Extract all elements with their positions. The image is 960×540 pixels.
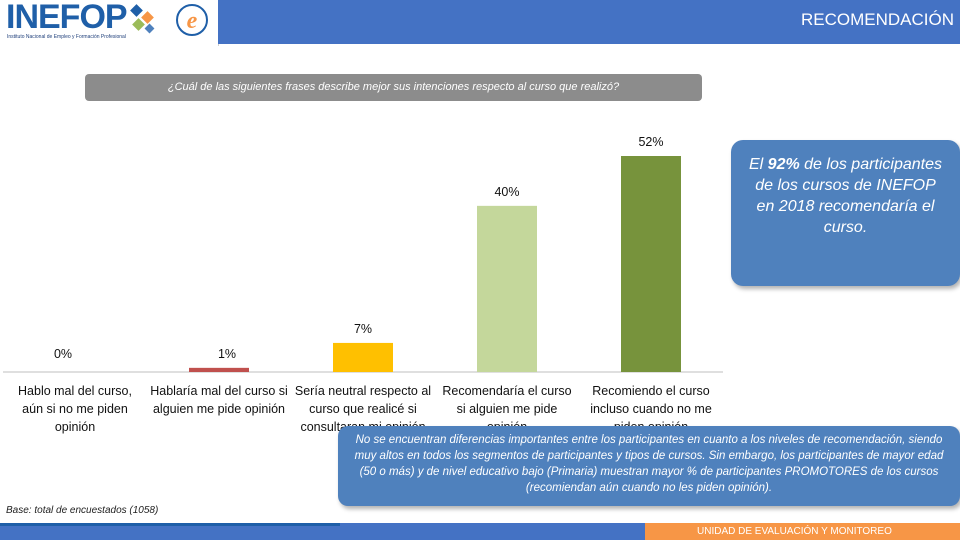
- recommendation-callout: El 92% de los participantes de los curso…: [731, 140, 960, 286]
- svg-text:e: e: [187, 8, 198, 34]
- value-label-3: 7%: [354, 322, 372, 336]
- footer-unit: UNIDAD DE EVALUACIÓN Y MONITOREO: [645, 523, 960, 540]
- value-label-1: 0%: [54, 347, 72, 361]
- base-note: Base: total de encuestados (1058): [6, 505, 159, 516]
- footer-bar: [0, 523, 645, 540]
- callout-highlight: 92%: [767, 156, 800, 173]
- bar-4: [477, 205, 537, 372]
- value-label-2: 1%: [218, 347, 236, 361]
- header: INEFOP Instituto Nacional de Empleo y Fo…: [0, 0, 960, 46]
- findings-note-text: No se encuentran diferencias importantes…: [354, 434, 944, 494]
- title-bar: RECOMENDACIÓN: [218, 0, 960, 44]
- bar-2: [189, 367, 249, 372]
- footer-accent: [0, 523, 340, 526]
- logo-subtitle: Instituto Nacional de Empleo y Formación…: [7, 34, 126, 40]
- callout-prefix: El: [749, 156, 768, 173]
- logo-text: INEFOP: [6, 0, 128, 36]
- category-label-2: Hablaría mal del curso si alguien me pide…: [150, 384, 288, 416]
- bar-3: [333, 342, 393, 372]
- e-logo-icon: e: [176, 4, 208, 36]
- category-label-3: Sería neutral respecto al curso que reali…: [295, 384, 431, 434]
- category-label-1: Hablo mal del curso, aún si no me piden op…: [18, 384, 132, 434]
- value-label-4: 40%: [494, 185, 519, 199]
- bar-5: [621, 156, 681, 372]
- bar-chart: 0% 1% 7% 40% 52% Hablo mal del curso, aún si …: [3, 135, 723, 434]
- logo: INEFOP Instituto Nacional de Empleo y Fo…: [0, 0, 219, 46]
- logo-mark-icon: [130, 4, 155, 34]
- page-title: RECOMENDACIÓN: [800, 10, 954, 29]
- findings-note: No se encuentran diferencias importantes…: [338, 426, 960, 506]
- value-label-5: 52%: [638, 135, 663, 149]
- callout-suffix: de los participantes de los cursos de IN…: [755, 156, 943, 236]
- question-banner: ¿Cuál de las siguientes frases describe …: [85, 74, 702, 101]
